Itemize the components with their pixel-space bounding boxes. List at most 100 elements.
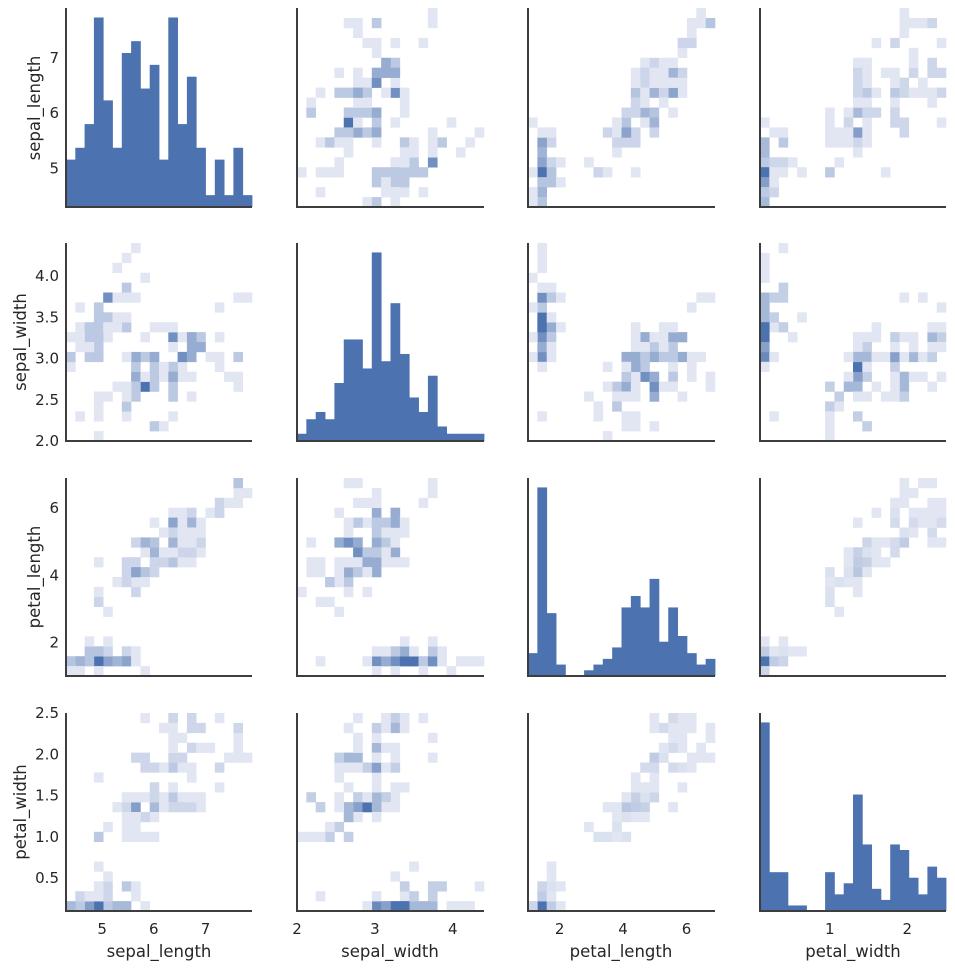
hist2d-cell (390, 656, 401, 667)
hist2d-cell (371, 567, 382, 578)
hist2d-cell (121, 821, 132, 833)
hist2d-cell (769, 411, 779, 422)
hist2d-cell (825, 127, 835, 138)
hist2d-cell (760, 117, 770, 128)
histogram-bar (769, 872, 779, 911)
hist2d-cell (834, 127, 844, 138)
hist2d-cell (371, 137, 382, 148)
hist2d-cell (630, 97, 641, 108)
histogram-bar (612, 647, 622, 676)
hist2d-cell (93, 586, 104, 598)
hist2d-cell (696, 292, 706, 303)
hist2d-cell (630, 812, 641, 823)
hist2d-cell (602, 802, 613, 813)
hist2d-cell (918, 478, 928, 489)
hist2d-cell (362, 97, 373, 108)
hist2d-cell (186, 792, 197, 803)
hist2d-cell (93, 666, 104, 677)
hist2d-cell (936, 322, 947, 333)
hist2d-cell (390, 87, 401, 98)
hist2d-cell (390, 517, 401, 528)
hist2d-cell (409, 137, 419, 148)
hist2d-cell (93, 831, 104, 842)
hist2d-cell (214, 507, 225, 518)
hist2d-cell (214, 361, 225, 372)
hist2d-cell (177, 547, 188, 558)
hist2d-cell (168, 332, 178, 343)
hist2d-cell (760, 137, 770, 148)
hist2d-cell (371, 792, 382, 803)
hist2d-cell (140, 901, 150, 912)
hist2d-cell (66, 901, 76, 912)
hist2d-cell (825, 577, 835, 588)
hist2d-cell (769, 157, 779, 168)
hist2d-cell (853, 586, 863, 598)
hist2d-cell (353, 67, 363, 78)
y-tick-label: 2.5 (35, 391, 59, 409)
hist2d-cell (242, 487, 253, 499)
y-tick-label: 0.5 (35, 869, 59, 887)
hist2d-cell (621, 117, 632, 128)
hist2d-cell (399, 722, 410, 734)
hist2d-cell (149, 802, 160, 813)
hist2d-cell (140, 792, 150, 803)
hist2d-cell (399, 97, 410, 108)
hist2d-cell (862, 537, 872, 548)
hist2d-cell (381, 901, 391, 912)
hist2d-cell (890, 371, 900, 382)
hist2d-cell (168, 342, 178, 353)
hist2d-cell (474, 656, 485, 667)
hist2d-cell (630, 371, 641, 382)
histogram-bar (593, 664, 604, 676)
hist2d-cell (546, 861, 557, 872)
histogram-bar (131, 41, 141, 207)
hist2d-cell (658, 351, 669, 363)
hist2d-cell (769, 177, 779, 188)
hist2d-cell (343, 117, 354, 128)
hist2d-cell (362, 792, 373, 803)
hist2d-cell (630, 322, 641, 333)
hist2d-cell (630, 351, 641, 363)
hist2d-cell (537, 342, 547, 353)
hist2d-cell (686, 351, 697, 363)
hist2d-cell (233, 371, 243, 382)
hist2d-cell (778, 656, 789, 667)
hist2d-cell (936, 67, 947, 78)
hist2d-cell (546, 177, 557, 188)
hist2d-cell (918, 77, 928, 88)
hist2d-cell (880, 391, 891, 402)
hist2d-cell (649, 332, 660, 343)
histogram-bar (66, 159, 76, 207)
panel-sepal_length-vs-sepal_width (296, 8, 485, 208)
hist2d-cell (103, 881, 113, 892)
hist2d-cell (918, 87, 928, 98)
hist2d-cell (760, 646, 770, 657)
hist2d-cell (159, 527, 169, 538)
hist2d-cell (602, 167, 613, 178)
hist2d-cell (177, 792, 188, 803)
hist2d-cell (233, 752, 243, 763)
hist2d-cell (93, 656, 104, 667)
hist2d-cell (630, 802, 641, 813)
hist2d-cell (93, 596, 104, 607)
histogram-bar (787, 905, 798, 911)
hist2d-cell (297, 586, 307, 598)
hist2d-cell (121, 381, 132, 392)
hist2d-cell (325, 167, 335, 178)
hist2d-cell (537, 361, 547, 372)
hist2d-cell (353, 127, 363, 138)
x-axis-label-sepal-length: sepal_length (107, 942, 212, 962)
hist2d-cell (121, 901, 132, 912)
hist2d-cell (853, 77, 863, 88)
panel-petal_width-vs-petal_width (759, 713, 947, 912)
hist2d-cell (537, 147, 547, 158)
hist2d-cell (140, 812, 150, 823)
hist2d-cell (899, 381, 910, 392)
hist2d-cell (621, 107, 632, 118)
hist2d-cell (908, 342, 919, 353)
histogram-bar (546, 613, 557, 676)
hist2d-cell (334, 752, 345, 763)
hist2d-cell (315, 656, 326, 667)
histogram-bar (214, 159, 225, 207)
hist2d-cell (325, 137, 335, 148)
